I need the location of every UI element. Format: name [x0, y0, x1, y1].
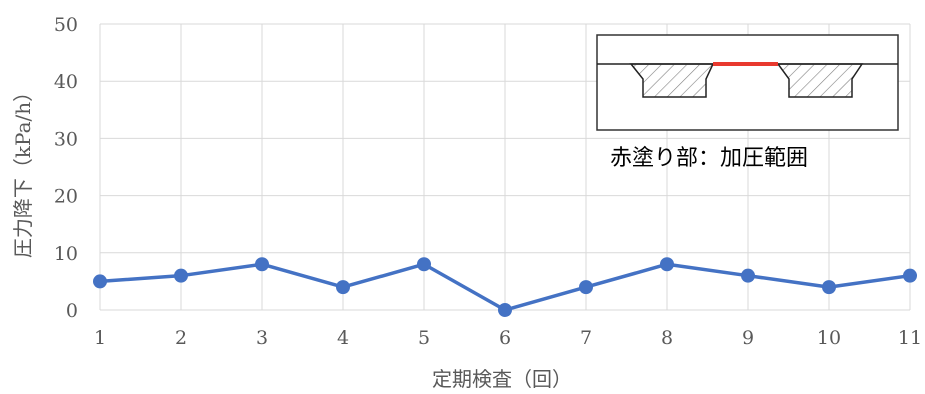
x-tick-label: 10: [817, 327, 841, 349]
inset-frame: [596, 34, 899, 131]
series: [93, 257, 917, 317]
y-tick-label: 10: [54, 243, 78, 265]
x-tick-label: 11: [898, 327, 922, 349]
y-tick-label: 40: [54, 71, 78, 93]
x-tick-label: 3: [256, 327, 268, 349]
x-tick-label: 9: [742, 327, 754, 349]
data-point: [822, 280, 836, 295]
y-tick-label: 30: [54, 128, 78, 150]
x-axis-title: 定期検査（回）: [432, 367, 572, 391]
y-tick-label: 20: [54, 186, 78, 208]
data-point: [579, 280, 593, 295]
y-axis-title: 圧力降下（kPa/h）: [11, 82, 35, 258]
x-tick-label: 4: [337, 327, 349, 349]
data-point: [498, 303, 512, 317]
data-point: [741, 268, 755, 283]
x-tick-label: 6: [499, 327, 511, 349]
x-tick-label: 5: [418, 327, 430, 349]
groove-right: [776, 63, 864, 98]
x-tick-label: 2: [175, 327, 187, 349]
data-point: [336, 280, 350, 295]
data-point: [903, 268, 917, 283]
y-tick-label: 50: [54, 14, 78, 36]
data-point: [174, 268, 188, 283]
x-axis-ticks: 1 2 3 4 5 6 7 8 9 10 11: [94, 327, 922, 349]
x-tick-label: 7: [580, 327, 592, 349]
data-point: [660, 257, 674, 272]
groove-left: [629, 63, 715, 98]
y-axis-ticks: 0 10 20 30 40 50: [54, 14, 78, 322]
data-point: [255, 257, 269, 272]
data-point: [93, 274, 107, 289]
y-tick-label: 0: [66, 300, 78, 322]
inset-caption: 赤塗り部：加圧範囲: [610, 146, 808, 171]
inset-diagram: 赤塗り部：加圧範囲: [596, 34, 899, 171]
data-point: [417, 257, 431, 272]
x-tick-label: 8: [661, 327, 673, 349]
x-tick-label: 1: [94, 327, 106, 349]
